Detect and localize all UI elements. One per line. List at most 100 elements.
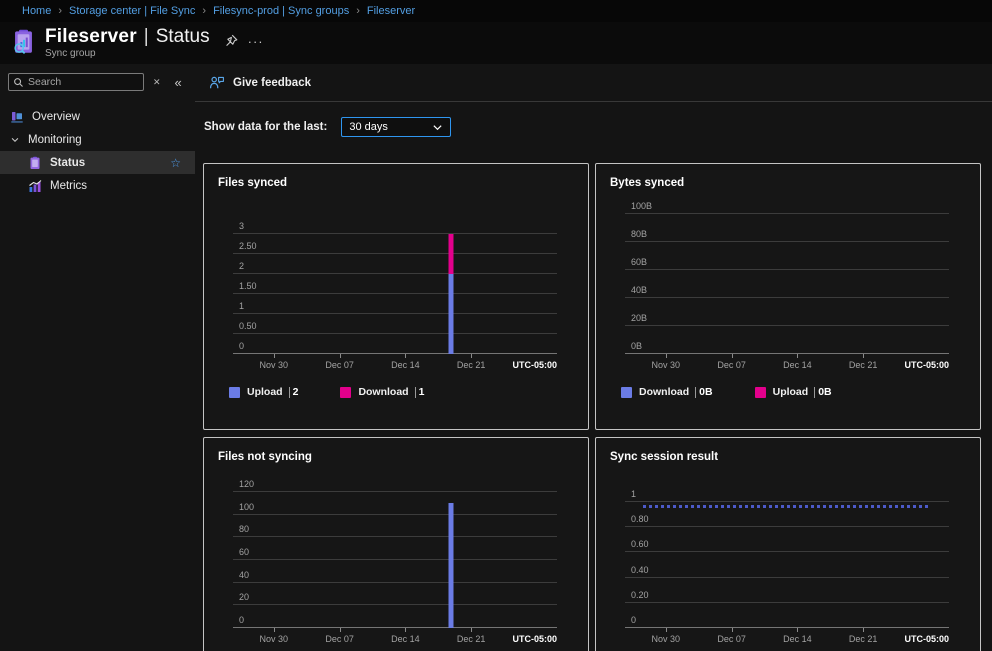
- legend-label: Download: [358, 386, 409, 398]
- bar-segment[interactable]: [448, 234, 454, 275]
- x-tick-mark: [471, 354, 473, 358]
- toolbar-divider: [195, 101, 992, 102]
- x-tick-label: Dec 14: [391, 634, 420, 644]
- pin-icon[interactable]: [224, 34, 238, 53]
- gridline: [625, 576, 949, 578]
- gridline: [233, 513, 557, 515]
- bar-segment[interactable]: [448, 274, 454, 354]
- x-tick-mark: [273, 354, 275, 358]
- x-tick-label: Nov 30: [651, 634, 681, 644]
- breadcrumb: Home › Storage center | File Sync › File…: [0, 0, 992, 22]
- x-tick-label: Dec 07: [717, 360, 746, 370]
- y-tick-label: 0.80: [631, 514, 649, 525]
- legend-item[interactable]: Upload 0B: [754, 386, 832, 398]
- y-tick-label: 100: [239, 501, 255, 512]
- y-tick-label: 0: [631, 615, 637, 625]
- x-axis-line: [233, 353, 557, 354]
- y-tick-label: 0.60: [631, 539, 649, 550]
- search-clear-icon[interactable]: ✕: [153, 76, 161, 87]
- chart-title: Bytes synced: [610, 177, 685, 189]
- x-axis-line: [625, 627, 949, 628]
- page-title: Fileserver: [45, 26, 137, 47]
- timezone-label: UTC-05:00: [512, 634, 557, 644]
- x-tick-label: Dec 21: [456, 360, 486, 370]
- y-tick-label: 0: [239, 615, 245, 625]
- legend-value: 2: [292, 386, 299, 398]
- legend-item[interactable]: Download 1: [340, 386, 424, 398]
- sidebar-item-status[interactable]: Status ☆: [0, 151, 195, 174]
- give-feedback-button[interactable]: Give feedback: [209, 74, 992, 92]
- gridline: [625, 501, 949, 502]
- title-separator: |: [143, 26, 149, 47]
- gridline: [233, 233, 557, 234]
- sidebar-group-monitoring[interactable]: Monitoring: [0, 128, 195, 151]
- x-tick-mark: [339, 354, 341, 358]
- more-options-icon[interactable]: ···: [247, 34, 264, 49]
- chart-title: Files not syncing: [218, 451, 312, 463]
- y-tick-label: 3: [239, 221, 245, 231]
- metrics-icon: [28, 179, 42, 193]
- x-tick-mark: [863, 628, 865, 632]
- y-tick-label: 60: [239, 547, 250, 557]
- legend-divider: [414, 386, 416, 398]
- search-input[interactable]: [28, 76, 138, 88]
- sidebar-item-label: Overview: [32, 110, 80, 123]
- time-range-dropdown[interactable]: 30 days: [341, 117, 452, 137]
- page-header: Fileserver | Status Sync group ···: [0, 22, 992, 64]
- sync-group-icon: [14, 29, 32, 55]
- breadcrumb-fileserver[interactable]: Fileserver: [366, 5, 416, 17]
- search-box: [8, 73, 144, 91]
- legend-swatch: [229, 386, 240, 398]
- x-tick-label: Dec 14: [783, 360, 812, 370]
- chart-title: Sync session result: [610, 451, 719, 463]
- breadcrumb-sync-groups[interactable]: Filesync-prod | Sync groups: [213, 5, 350, 17]
- legend-divider: [814, 386, 816, 398]
- x-tick-label: Nov 30: [259, 634, 289, 644]
- gridline: [233, 313, 557, 315]
- timezone-label: UTC-05:00: [904, 634, 949, 644]
- y-tick-label: 1: [631, 489, 637, 499]
- sidebar-item-metrics[interactable]: Metrics: [0, 174, 195, 197]
- y-tick-label: 0.40: [631, 564, 649, 575]
- chart-plot-area: 0B 20B 40B 60B 80B 100B Nov 30 Dec 07 Dec 14 Dec …: [625, 201, 949, 370]
- y-tick-label: 80: [239, 524, 250, 535]
- legend-item[interactable]: Download 0B: [621, 386, 713, 398]
- x-axis-line: [625, 353, 949, 354]
- gridline: [625, 601, 949, 603]
- chart-plot-area: 0 0.50 1 1.50 2 2.50 3 Nov 30 Dec 07 Dec 14 Dec 21…: [233, 221, 557, 370]
- sidebar-group-label: Monitoring: [28, 133, 82, 146]
- sidebar: ✕ « Overview: [0, 64, 195, 651]
- y-tick-label: 20: [239, 592, 250, 603]
- gridline: [233, 333, 557, 335]
- x-tick-label: Dec 21: [456, 634, 486, 644]
- dotted-series-line[interactable]: [642, 505, 932, 508]
- chevron-down-icon: [10, 135, 20, 145]
- gridline: [233, 559, 557, 560]
- legend-item[interactable]: Upload 2: [229, 386, 298, 398]
- bar-segment[interactable]: [448, 503, 454, 628]
- title-block: Fileserver | Status Sync group: [45, 26, 210, 59]
- x-tick-mark: [731, 354, 733, 358]
- x-tick-label: Nov 30: [651, 360, 681, 370]
- timezone-label: UTC-05:00: [512, 360, 557, 370]
- status-icon: [28, 156, 42, 170]
- main-content: Give feedback Show data for the last: 30…: [195, 64, 992, 651]
- legend-value: 0B: [818, 386, 832, 398]
- x-tick-label: Dec 21: [848, 634, 878, 644]
- favorite-star-icon[interactable]: ☆: [170, 155, 181, 170]
- chart-legend: Download 0B Upload 0B: [621, 386, 832, 398]
- x-tick-mark: [273, 628, 275, 632]
- sidebar-collapse-icon[interactable]: «: [174, 74, 182, 90]
- breadcrumb-separator: ›: [356, 5, 360, 17]
- y-tick-label: 0: [239, 341, 245, 351]
- chart-legend: Upload 2 Download 1: [229, 386, 424, 398]
- y-tick-label: 0.50: [239, 321, 257, 332]
- sidebar-nav: Overview Monitoring: [0, 105, 195, 197]
- breadcrumb-home[interactable]: Home: [22, 5, 52, 17]
- breadcrumb-storage-center[interactable]: Storage center | File Sync: [69, 5, 196, 17]
- x-tick-mark: [863, 354, 865, 358]
- x-tick-label: Dec 21: [848, 360, 878, 370]
- breadcrumb-separator: ›: [58, 5, 63, 17]
- sidebar-item-overview[interactable]: Overview: [0, 105, 195, 128]
- chevron-down-icon: [433, 124, 442, 130]
